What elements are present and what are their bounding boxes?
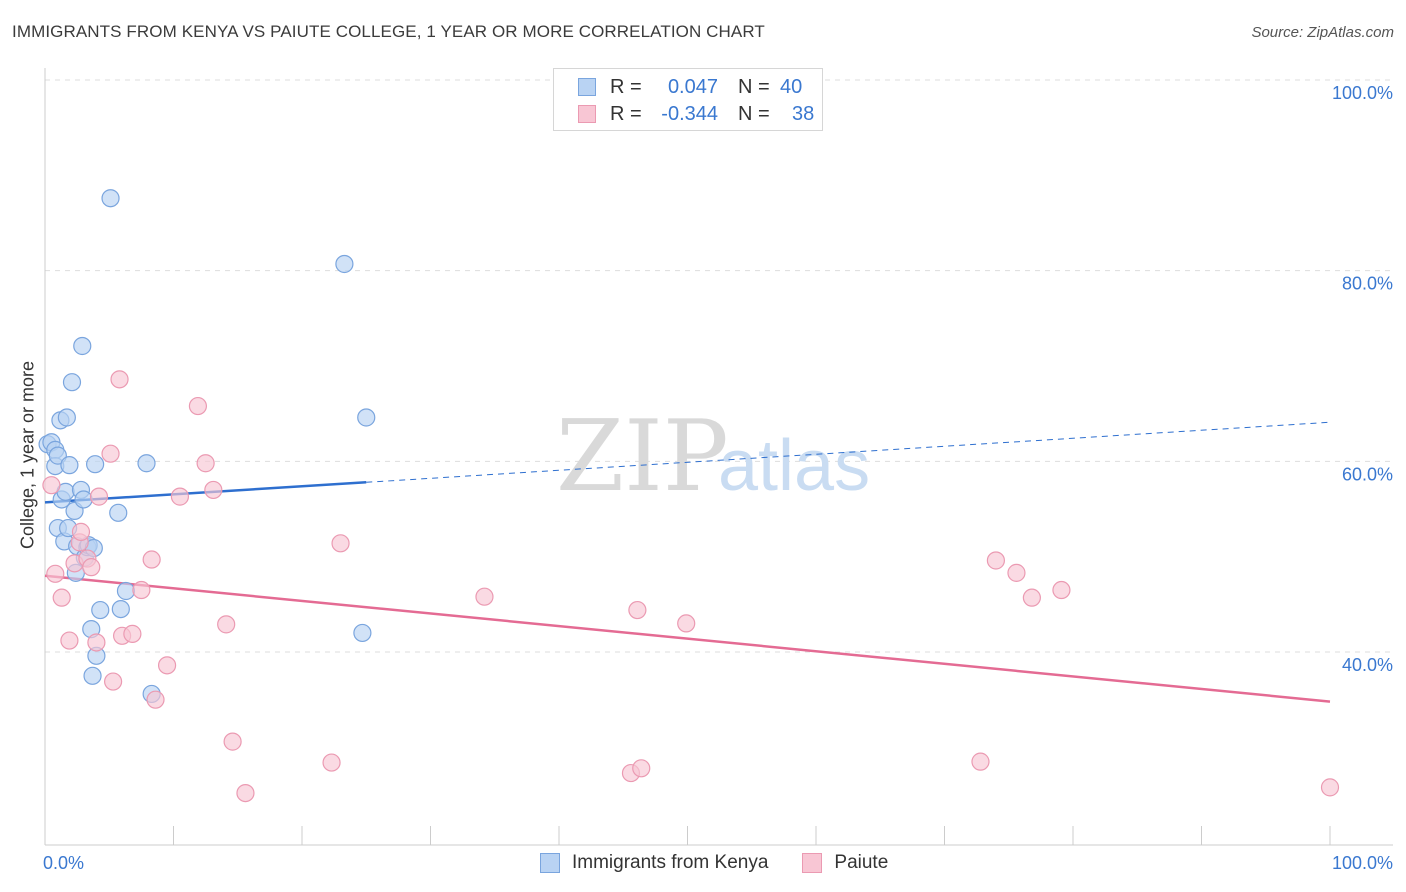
legend-row-kenya: R = 0.047 N = 40: [578, 74, 802, 100]
point-paiute: [475, 587, 494, 606]
point-kenya: [137, 454, 156, 473]
point-paiute: [42, 476, 61, 495]
point-kenya: [109, 503, 128, 522]
point-paiute: [170, 487, 190, 506]
point-paiute: [217, 615, 236, 634]
point-kenya: [353, 623, 372, 643]
point-paiute: [188, 396, 208, 416]
point-paiute: [322, 753, 341, 772]
point-paiute: [157, 656, 177, 675]
point-paiute: [632, 759, 651, 778]
y-tick-label: 60.0%: [1342, 464, 1393, 484]
point-paiute: [628, 600, 647, 620]
correlation-legend: R = 0.047 N = 40 R = -0.344 N = 38: [553, 68, 823, 131]
legend-item-kenya[interactable]: Immigrants from Kenya: [540, 852, 768, 874]
point-paiute: [1320, 778, 1340, 797]
n-value: 40: [780, 75, 803, 98]
point-paiute: [986, 551, 1006, 570]
point-paiute: [142, 550, 161, 569]
point-kenya: [83, 666, 102, 685]
point-paiute: [46, 564, 65, 583]
point-kenya: [101, 189, 120, 208]
legend-swatch-kenya: [540, 853, 560, 873]
y-tick-label: 100.0%: [1332, 83, 1393, 103]
watermark-zip: ZIP: [556, 400, 729, 514]
point-kenya: [335, 254, 354, 274]
point-kenya: [62, 373, 82, 392]
data-points: [38, 189, 1340, 803]
point-paiute: [223, 732, 242, 751]
point-kenya: [74, 490, 93, 509]
source-label: Source: ZipAtlas.com: [1251, 24, 1394, 41]
point-kenya: [357, 408, 376, 427]
series-legend: Immigrants from Kenya Paiute: [540, 852, 922, 874]
point-kenya: [60, 456, 79, 475]
axes: [44, 68, 1393, 846]
watermark: ZIP atlas: [556, 400, 870, 514]
point-paiute: [132, 580, 151, 600]
point-kenya: [86, 455, 105, 474]
point-kenya: [111, 599, 130, 619]
point-paiute: [52, 588, 71, 607]
legend-swatch-kenya: [578, 78, 596, 96]
point-paiute: [87, 633, 106, 652]
point-paiute: [1022, 588, 1041, 607]
point-paiute: [123, 624, 142, 643]
n-label: N =: [738, 75, 770, 98]
r-label: R =: [610, 102, 642, 125]
point-paiute: [146, 690, 165, 709]
chart-title: IMMIGRANTS FROM KENYA VS PAIUTE COLLEGE,…: [12, 22, 765, 41]
point-paiute: [60, 631, 79, 650]
point-paiute: [110, 370, 129, 389]
point-kenya: [57, 408, 76, 427]
point-paiute: [677, 614, 696, 633]
point-kenya: [116, 581, 136, 601]
point-paiute: [971, 752, 990, 771]
point-kenya: [91, 600, 110, 620]
y-tick-label: 80.0%: [1342, 274, 1393, 294]
point-paiute: [196, 454, 215, 473]
trend-line-paiute: [44, 574, 1331, 703]
point-paiute: [204, 480, 223, 500]
legend-item-paiute[interactable]: Paiute: [802, 852, 888, 874]
y-axis-label: College, 1 year or more: [17, 360, 38, 550]
point-paiute: [101, 444, 120, 463]
legend-swatch-paiute: [802, 853, 823, 873]
r-value: -0.344: [661, 102, 718, 125]
point-paiute: [82, 558, 101, 577]
n-label: N =: [738, 102, 770, 125]
x-tick-label: 100.0%: [1332, 853, 1393, 873]
y-tick-label: 40.0%: [1342, 655, 1393, 675]
point-paiute: [1007, 563, 1026, 582]
gridlines: [45, 79, 1393, 653]
n-value: 38: [792, 102, 815, 125]
watermark-atlas: atlas: [718, 426, 870, 506]
x-tick-label: 0.0%: [43, 853, 84, 873]
tick-labels: 40.0% 60.0% 80.0% 100.0% 0.0% 100.0%: [43, 83, 1393, 873]
point-paiute: [1052, 580, 1071, 600]
legend-swatch-paiute: [578, 105, 596, 123]
point-paiute: [89, 487, 109, 506]
legend-row-paiute: R = -0.344 N = 38: [578, 101, 814, 127]
legend-label-paiute: Paiute: [834, 852, 889, 873]
r-value: 0.047: [667, 75, 718, 98]
point-paiute: [104, 672, 123, 691]
trend-line-kenya-extension: [366, 421, 1331, 483]
point-paiute: [71, 522, 91, 541]
r-label: R =: [610, 75, 642, 98]
point-paiute: [236, 783, 255, 803]
legend-label-kenya: Immigrants from Kenya: [572, 852, 769, 873]
point-kenya: [73, 336, 92, 356]
point-paiute: [331, 534, 350, 553]
